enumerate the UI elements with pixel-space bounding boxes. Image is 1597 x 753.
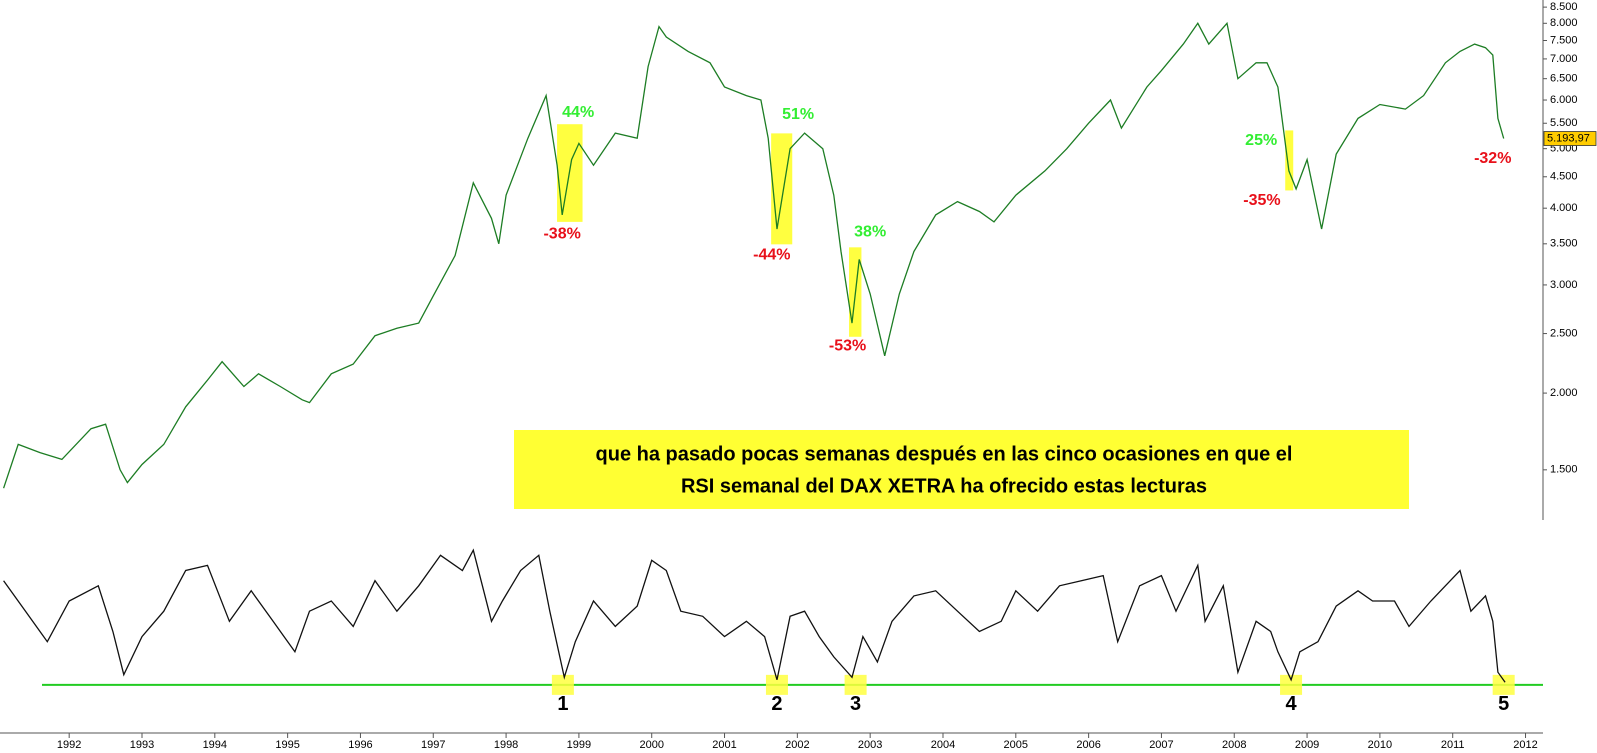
annotation: -53% [829, 337, 866, 354]
y-tick-label: 6.500 [1550, 73, 1578, 85]
x-tick-label: 2010 [1368, 739, 1392, 751]
x-tick-label: 2002 [785, 739, 809, 751]
x-tick-label: 2009 [1295, 739, 1319, 751]
annotation: 38% [854, 223, 886, 240]
annotation: 25% [1245, 132, 1277, 149]
y-tick-label: 1.500 [1550, 464, 1578, 476]
last-value-label: 5.193,97 [1547, 132, 1590, 144]
caption-line: RSI semanal del DAX XETRA ha ofrecido es… [681, 475, 1207, 497]
signal-label: 5 [1498, 693, 1509, 715]
signal-box [551, 674, 574, 695]
x-tick-label: 2008 [1222, 739, 1246, 751]
y-tick-label: 5.500 [1550, 117, 1578, 129]
annotation: -32% [1474, 150, 1511, 167]
x-tick-label: 1998 [494, 739, 518, 751]
y-tick-label: 4.000 [1550, 202, 1578, 214]
y-tick-label: 3.000 [1550, 279, 1578, 291]
y-tick-label: 2.500 [1550, 327, 1578, 339]
y-tick-label: 4.500 [1550, 171, 1578, 183]
annotation: -35% [1243, 192, 1280, 209]
x-tick-label: 1999 [567, 739, 591, 751]
y-tick-label: 8.000 [1550, 17, 1578, 29]
caption-box [514, 430, 1409, 509]
signal-box [844, 674, 867, 695]
x-tick-label: 1994 [203, 739, 227, 751]
highlight [1285, 130, 1294, 191]
y-tick-label: 7.500 [1550, 34, 1578, 46]
x-tick-label: 2003 [858, 739, 882, 751]
signal-box [765, 674, 788, 695]
x-tick-label: 1996 [348, 739, 372, 751]
signal-label: 1 [557, 693, 568, 715]
y-tick-label: 2.000 [1550, 387, 1578, 399]
x-tick-label: 1992 [57, 739, 81, 751]
x-tick-label: 1997 [421, 739, 445, 751]
x-tick-label: 1993 [130, 739, 154, 751]
x-tick-label: 2006 [1076, 739, 1100, 751]
signal-label: 2 [771, 693, 782, 715]
y-tick-label: 7.000 [1550, 53, 1578, 65]
caption-line: que ha pasado pocas semanas después en l… [596, 443, 1293, 465]
y-tick-label: 6.000 [1550, 94, 1578, 106]
x-tick-label: 2005 [1004, 739, 1028, 751]
y-tick-label: 8.500 [1550, 1, 1578, 13]
x-tick-label: 2011 [1441, 739, 1465, 751]
x-tick-label: 2012 [1513, 739, 1537, 751]
series-line [3, 548, 1506, 683]
y-tick-label: 3.500 [1550, 238, 1578, 250]
annotation: 51% [782, 106, 814, 123]
signal-box [1280, 674, 1303, 695]
highlight [771, 133, 793, 245]
x-tick-label: 2007 [1149, 739, 1173, 751]
x-tick-label: 2000 [639, 739, 663, 751]
series-line [2, 21, 1505, 489]
x-tick-label: 2001 [712, 739, 736, 751]
annotation: -38% [543, 225, 580, 242]
annotation: -44% [753, 247, 790, 264]
signal-label: 4 [1285, 693, 1297, 715]
x-tick-label: 1995 [275, 739, 299, 751]
x-tick-label: 2004 [931, 739, 955, 751]
last-value-box [1543, 131, 1597, 146]
signal-box [1492, 674, 1515, 695]
signal-label: 3 [850, 693, 861, 715]
annotation: 44% [562, 104, 594, 121]
